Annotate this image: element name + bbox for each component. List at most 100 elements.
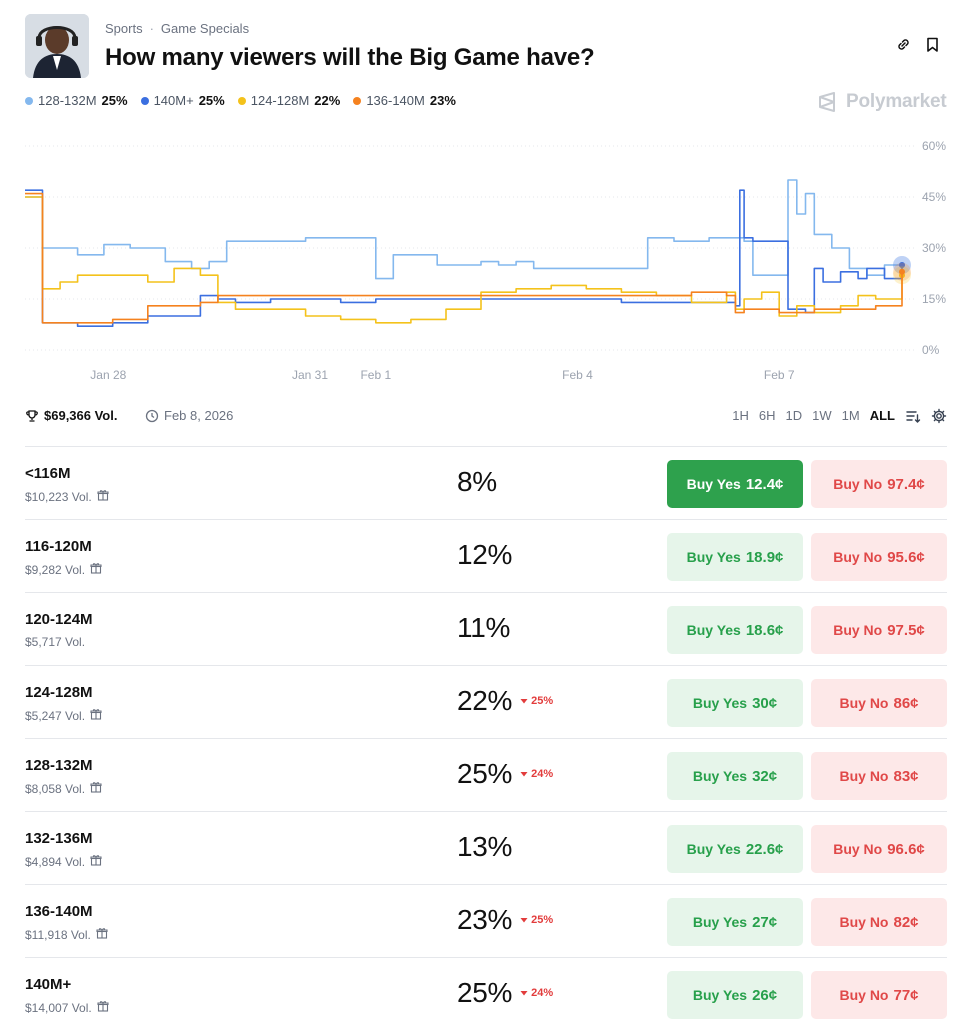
outcome-probability: 23% 25% <box>457 904 553 936</box>
outcome-row[interactable]: 140M+ $14,007 Vol. 25% 24% Buy Yes 26¢ Buy No 7… <box>25 957 947 1030</box>
y-tick-label: 15% <box>922 292 946 306</box>
polymarket-logo-icon <box>819 92 835 112</box>
x-tick-label: Feb 7 <box>764 368 795 382</box>
buy-yes-button[interactable]: Buy Yes 32¢ <box>667 752 803 800</box>
legend-label: 124-128M <box>250 93 310 108</box>
gift-icon[interactable] <box>96 927 108 942</box>
buy-no-button[interactable]: Buy No 82¢ <box>811 898 947 946</box>
market-avatar <box>25 14 89 78</box>
buy-no-button[interactable]: Buy No 97.4¢ <box>811 460 947 508</box>
price-history-chart[interactable]: 60% 45% 30% 15% 0% Jan 28 Jan 31 Feb 1 Feb 4 Feb … <box>0 130 960 392</box>
outcome-volume: $8,058 Vol. <box>25 781 102 796</box>
buy-yes-label: Buy Yes <box>692 914 748 930</box>
outcome-volume: $4,894 Vol. <box>25 854 102 869</box>
legend-item: 128-132M 25% <box>25 93 128 108</box>
buy-no-button[interactable]: Buy No 96.6¢ <box>811 825 947 873</box>
buy-no-price: 96.6¢ <box>887 840 925 858</box>
outcome-probability: 8% <box>457 466 497 498</box>
range-1m[interactable]: 1M <box>841 408 860 423</box>
chart-legend: 128-132M 25% 140M+ 25% 124-128M 22% 136-140… <box>25 93 456 108</box>
outcome-probability: 12% <box>457 539 512 571</box>
buy-no-label: Buy No <box>839 768 889 784</box>
buy-no-label: Buy No <box>833 549 883 565</box>
buy-no-label: Buy No <box>833 622 883 638</box>
series-end-dot <box>899 268 905 275</box>
gift-icon[interactable] <box>97 1000 109 1015</box>
buy-no-button[interactable]: Buy No 86¢ <box>811 679 947 727</box>
buy-no-label: Buy No <box>833 476 883 492</box>
outcome-volume-text: $11,918 Vol. <box>25 927 91 942</box>
change-value: 24% <box>531 768 554 780</box>
buy-yes-button[interactable]: Buy Yes 30¢ <box>667 679 803 727</box>
x-tick-label: Jan 28 <box>90 368 126 382</box>
outcome-row[interactable]: 124-128M $5,247 Vol. 22% 25% Buy Yes 30¢ Buy N… <box>25 665 947 738</box>
buy-yes-button[interactable]: Buy Yes 18.9¢ <box>667 533 803 581</box>
buy-yes-price: 30¢ <box>752 694 778 712</box>
outcome-volume-text: $5,717 Vol. <box>25 635 86 649</box>
outcome-volume: $9,282 Vol. <box>25 562 102 577</box>
bookmark-icon[interactable] <box>924 36 941 53</box>
outcome-name: 124-128M <box>25 684 93 701</box>
outcome-row[interactable]: 120-124M $5,717 Vol. 11% Buy Yes 18.6¢ Buy No… <box>25 592 947 665</box>
legend-dot <box>140 96 149 105</box>
legend-label: 140M+ <box>153 93 194 108</box>
legend-dot <box>237 96 246 105</box>
buy-yes-button[interactable]: Buy Yes 12.4¢ <box>667 460 803 508</box>
y-tick-label: 0% <box>922 343 940 357</box>
buy-yes-button[interactable]: Buy Yes 27¢ <box>667 898 803 946</box>
down-arrow-icon <box>520 918 528 923</box>
range-all[interactable]: ALL <box>869 408 895 423</box>
outcome-probability: 25% 24% <box>457 758 553 790</box>
buy-no-button[interactable]: Buy No 97.5¢ <box>811 606 947 654</box>
legend-pct: 25% <box>198 93 225 108</box>
buy-no-button[interactable]: Buy No 77¢ <box>811 971 947 1019</box>
outcome-row[interactable]: 132-136M $4,894 Vol. 13% Buy Yes 22.6¢ Buy No… <box>25 811 947 884</box>
buy-yes-label: Buy Yes <box>686 476 741 492</box>
buy-yes-button[interactable]: Buy Yes 18.6¢ <box>667 606 803 654</box>
market-meta: $69,366 Vol. Feb 8, 2026 1H 6H 1D 1W 1M … <box>25 406 947 426</box>
outcome-volume-text: $14,007 Vol. <box>25 1000 92 1015</box>
breadcrumb-game-specials[interactable]: Game Specials <box>160 21 250 36</box>
buy-yes-label: Buy Yes <box>686 841 741 857</box>
gift-icon[interactable] <box>97 489 109 504</box>
range-1d[interactable]: 1D <box>785 408 803 423</box>
range-6h[interactable]: 6H <box>758 408 776 423</box>
sort-filter-icon[interactable] <box>905 408 921 424</box>
outcome-row[interactable]: 128-132M $8,058 Vol. 25% 24% Buy Yes 32¢ Buy N… <box>25 738 947 811</box>
outcome-name: 136-140M <box>25 903 93 920</box>
outcome-list: <116M $10,223 Vol. 8% Buy Yes 12.4¢ Buy No 97.… <box>25 446 947 1030</box>
probability-value: 25% <box>457 977 513 1008</box>
clock-icon <box>145 409 159 422</box>
breadcrumb-sports[interactable]: Sports <box>105 21 143 36</box>
outcome-volume-text: $8,058 Vol. <box>25 781 86 796</box>
legend-item: 140M+ 25% <box>140 93 225 108</box>
gift-icon[interactable] <box>90 708 102 723</box>
link-icon[interactable] <box>895 36 912 53</box>
gift-icon[interactable] <box>90 781 102 796</box>
range-1h[interactable]: 1H <box>732 408 749 423</box>
buy-yes-button[interactable]: Buy Yes 26¢ <box>667 971 803 1019</box>
outcome-volume-text: $4,894 Vol. <box>25 854 86 869</box>
market-header: Sports · Game Specials How many viewers … <box>25 14 947 78</box>
probability-value: 11% <box>457 612 511 643</box>
outcome-name: 140M+ <box>25 976 72 993</box>
gift-icon[interactable] <box>90 854 102 869</box>
outcome-row[interactable]: <116M $10,223 Vol. 8% Buy Yes 12.4¢ Buy No 97.… <box>25 446 947 519</box>
buy-no-button[interactable]: Buy No 83¢ <box>811 752 947 800</box>
outcome-volume: $5,247 Vol. <box>25 708 102 723</box>
legend-pct: 22% <box>314 93 341 108</box>
outcome-volume: $14,007 Vol. <box>25 1000 109 1015</box>
buy-yes-button[interactable]: Buy Yes 22.6¢ <box>667 825 803 873</box>
outcome-probability: 22% 25% <box>457 685 553 717</box>
probability-value: 13% <box>457 831 513 862</box>
gift-icon[interactable] <box>90 562 102 577</box>
outcome-row[interactable]: 136-140M $11,918 Vol. 23% 25% Buy Yes 27¢ Buy … <box>25 884 947 957</box>
series-line <box>25 192 903 324</box>
settings-gear-icon[interactable] <box>931 408 947 424</box>
breadcrumb: Sports · Game Specials <box>105 21 249 36</box>
outcome-name: 128-132M <box>25 757 93 774</box>
range-1w[interactable]: 1W <box>812 408 832 423</box>
buy-no-button[interactable]: Buy No 95.6¢ <box>811 533 947 581</box>
probability-value: 8% <box>457 466 497 497</box>
outcome-row[interactable]: 116-120M $9,282 Vol. 12% Buy Yes 18.9¢ Buy No… <box>25 519 947 592</box>
